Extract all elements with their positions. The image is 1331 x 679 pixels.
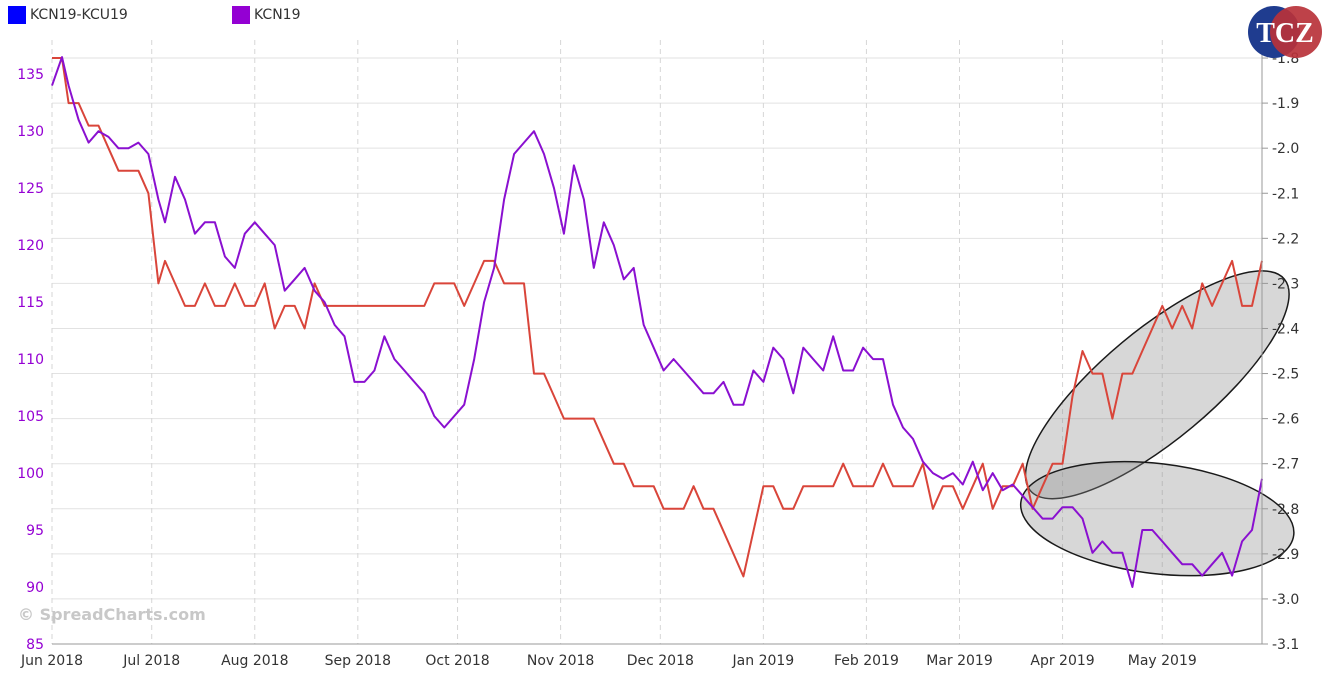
right-tick-label: -2.9 <box>1272 547 1299 563</box>
series-line-kcn19-kcu19 <box>52 57 1263 578</box>
right-tick-label: -2.3 <box>1272 276 1299 292</box>
x-tick-label: May 2019 <box>1128 653 1197 669</box>
right-tick-label: -2.4 <box>1272 321 1299 337</box>
right-tick-label: -2.1 <box>1272 186 1299 202</box>
right-tick-label: -2.5 <box>1272 367 1299 383</box>
right-tick-label: -2.0 <box>1272 141 1299 157</box>
left-tick-label: 95 <box>26 523 44 539</box>
left-tick-label: 105 <box>17 409 44 425</box>
x-tick-label: Apr 2019 <box>1030 653 1094 669</box>
annotation-ellipse <box>1019 460 1295 577</box>
right-tick-label: -3.1 <box>1272 637 1299 653</box>
x-tick-label: Jan 2019 <box>732 653 795 669</box>
x-tick-label: Feb 2019 <box>834 653 899 669</box>
left-tick-label: 130 <box>17 124 44 140</box>
right-tick-label: -2.7 <box>1272 457 1299 473</box>
legend-label-spread: KCN19-KCU19 <box>30 7 128 23</box>
right-tick-label: -1.9 <box>1272 96 1299 112</box>
left-tick-label: 110 <box>17 352 44 368</box>
legend-item-price[interactable]: KCN19 <box>232 6 300 24</box>
x-axis: Jun 2018 Jul 2018 Aug 2018 Sep 2018 Oct 2018… <box>20 643 1262 669</box>
right-axis: -3.1 -3.0 -2.9 -2.8 -2.7 -2.6 -2.5 -2.4 -2.3 -2.2… <box>1261 40 1299 653</box>
tcz-logo: TCZ <box>1248 6 1322 58</box>
right-tick-label: -2.6 <box>1272 412 1299 428</box>
legend-swatch-spread <box>8 6 26 24</box>
logo-text: TCZ <box>1256 18 1314 49</box>
right-tick-label: -3.0 <box>1272 592 1299 608</box>
x-tick-label: Dec 2018 <box>627 653 694 669</box>
series-lines <box>51 56 1263 588</box>
left-tick-label: 120 <box>17 238 44 254</box>
x-tick-label: Aug 2018 <box>221 653 288 669</box>
left-axis: 85 90 95 100 105 110 115 120 125 130 135 <box>17 67 44 653</box>
x-tick-label: Oct 2018 <box>425 653 489 669</box>
x-tick-label: Nov 2018 <box>527 653 594 669</box>
legend-swatch-price <box>232 6 250 24</box>
left-tick-label: 100 <box>17 466 44 482</box>
x-tick-label: Mar 2019 <box>926 653 993 669</box>
left-tick-label: 85 <box>26 637 44 653</box>
left-tick-label: 135 <box>17 67 44 83</box>
annotation-ellipse <box>1024 270 1290 500</box>
left-tick-label: 125 <box>17 181 44 197</box>
x-tick-label: Jul 2018 <box>122 653 180 669</box>
watermark: © SpreadCharts.com <box>18 605 206 624</box>
right-tick-label: -2.2 <box>1272 231 1299 247</box>
legend-label-price: KCN19 <box>254 7 301 23</box>
legend-item-spread[interactable]: KCN19-KCU19 <box>8 6 128 24</box>
grid <box>51 40 1262 645</box>
left-tick-label: 115 <box>17 295 44 311</box>
x-tick-label: Jun 2018 <box>20 653 83 669</box>
x-tick-label: Sep 2018 <box>325 653 391 669</box>
series-line-kcn19 <box>51 56 1263 588</box>
annotation-ellipses <box>1019 270 1295 577</box>
right-tick-label: -2.8 <box>1272 502 1299 518</box>
left-tick-label: 90 <box>26 580 44 596</box>
